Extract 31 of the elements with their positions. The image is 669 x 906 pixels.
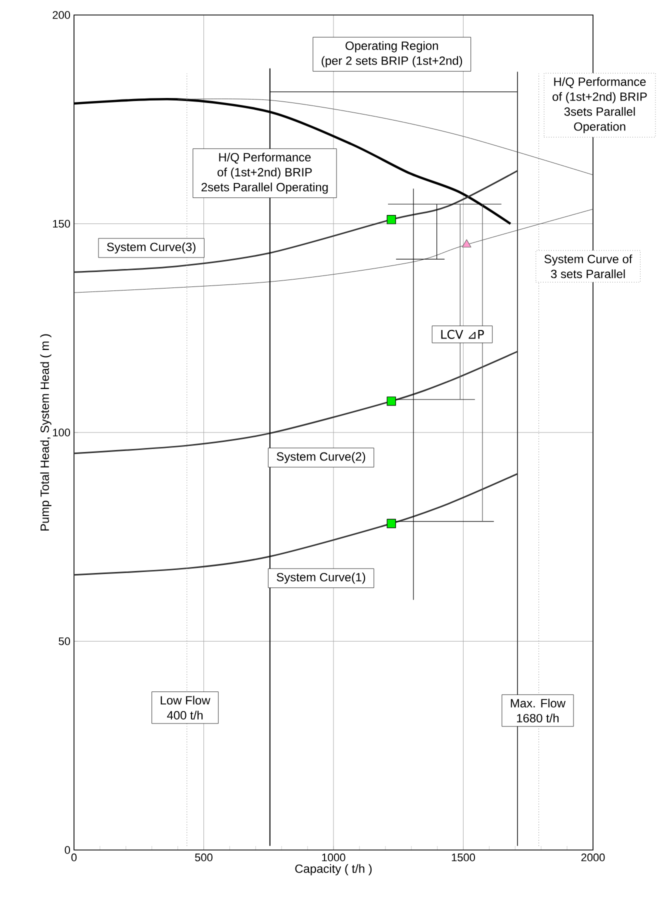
annotation: H/Q Performance — [219, 152, 311, 164]
x-tick-label: 1500 — [452, 854, 475, 862]
annotation: Operation — [574, 122, 626, 134]
annotation: of (1st+2nd) BRIP — [218, 168, 312, 179]
annotation: 3 sets Parallel — [550, 269, 625, 278]
annotation: of (1st+2nd) BRIP — [552, 92, 647, 104]
annotation: 1680 t/h — [517, 714, 559, 722]
annotation: (per 2 sets BRIP (1st+2nd) — [322, 56, 462, 68]
y-axis-title: Pump Total Head, System Head ( m ) — [40, 334, 52, 531]
y-tick-label: 0 — [64, 846, 70, 854]
x-tick-label: 2000 — [581, 854, 605, 862]
x-tick-label: 500 — [195, 854, 212, 862]
annotation: H/Q Performance — [554, 77, 646, 88]
x-tick-label: 1000 — [322, 854, 346, 862]
y-tick-label: 200 — [52, 11, 70, 19]
annotation: System Curve(1) — [276, 572, 366, 584]
annotation: Operating Region — [346, 41, 438, 52]
y-tick-label: 100 — [53, 428, 70, 436]
x-axis-title: Capacity ( t/h ) — [295, 864, 372, 876]
annotation: System Curve(2) — [276, 452, 366, 464]
annotation: LCV ⊿P — [441, 330, 484, 339]
x-tick-label: 0 — [71, 854, 77, 862]
annotation: System Curve of — [544, 254, 632, 266]
annotation: Max. Flow — [510, 698, 566, 708]
y-tick-label: 150 — [53, 220, 70, 228]
annotation: 3sets Parallel — [564, 107, 635, 116]
y-tick-label: 50 — [58, 637, 70, 646]
annotation: 400 t/h — [167, 710, 203, 720]
annotation: System Curve(3) — [107, 242, 196, 254]
annotation: 2sets Parallel Operating — [202, 182, 328, 194]
annotation: Low Flow — [160, 696, 210, 705]
